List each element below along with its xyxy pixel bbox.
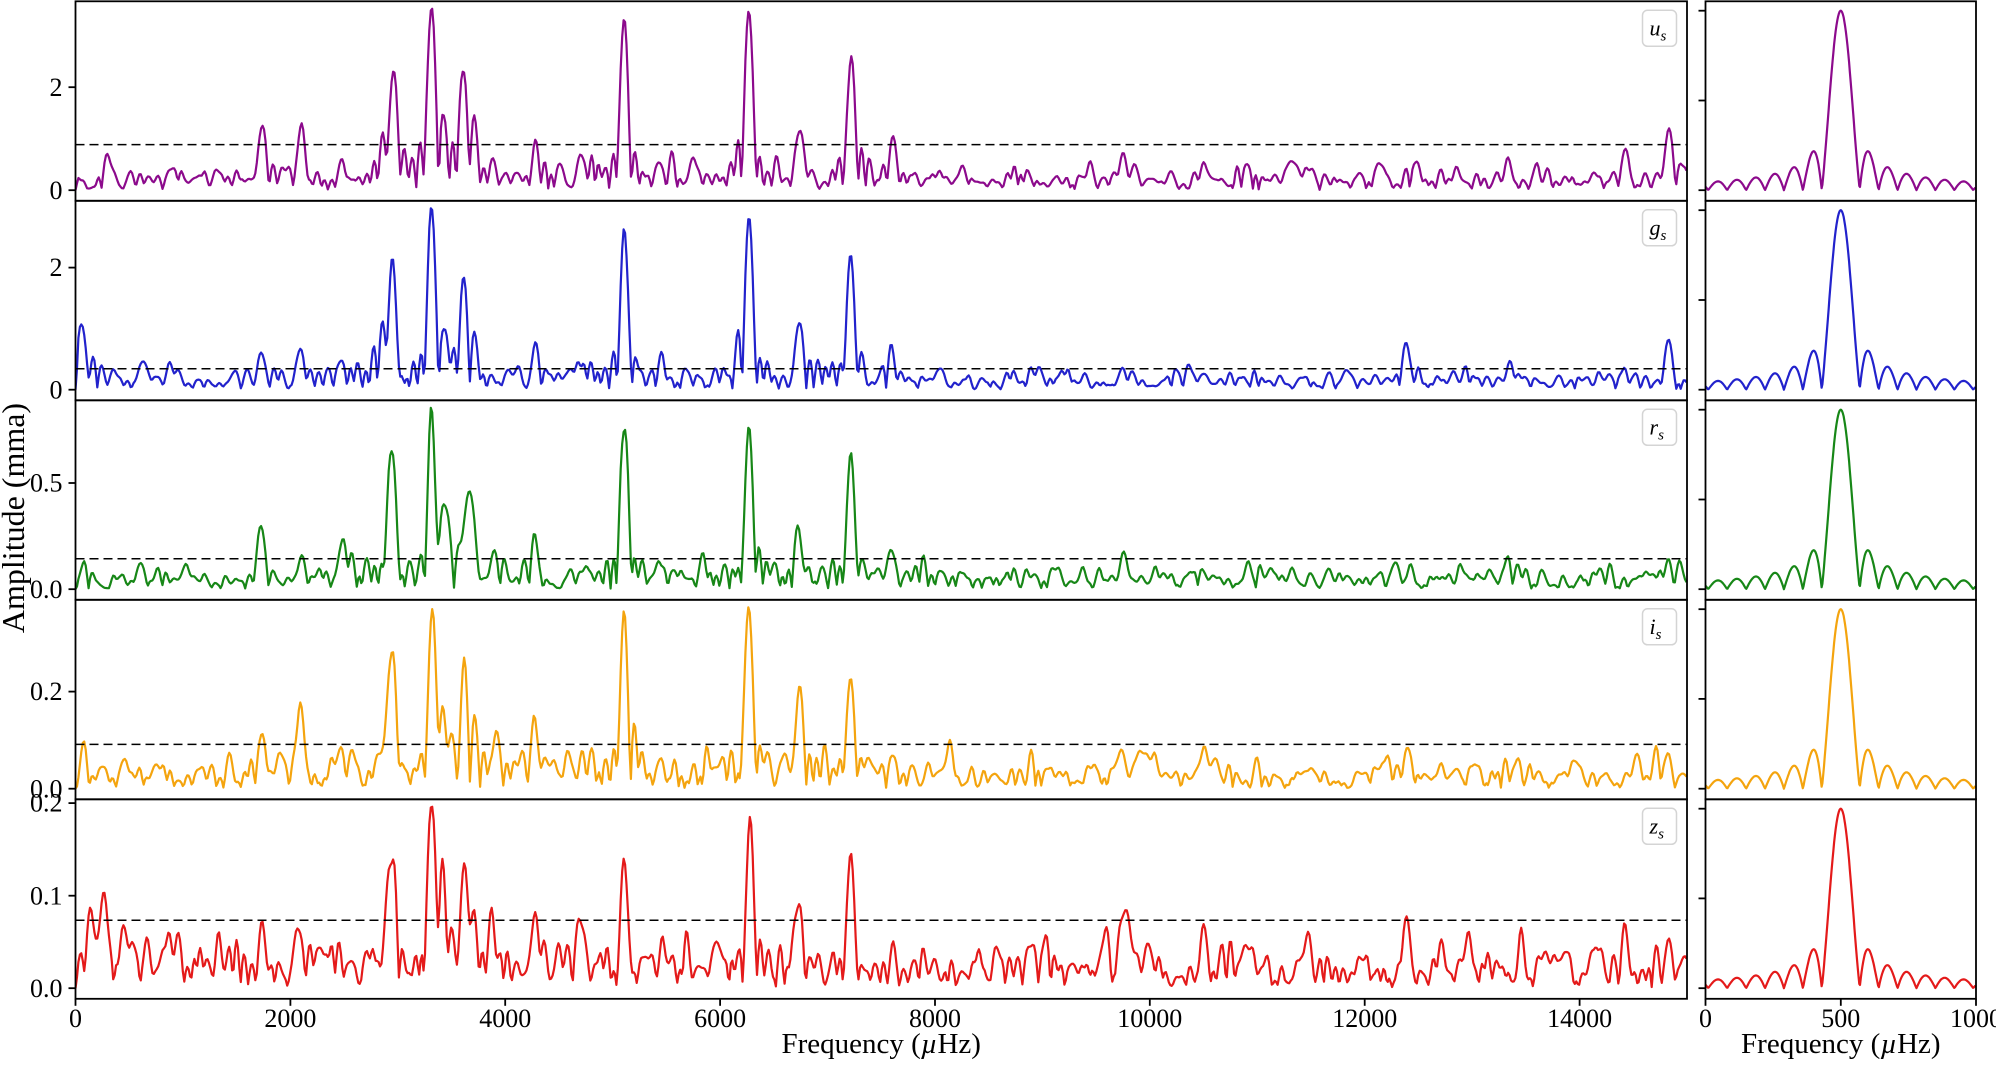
svg-text:4000: 4000: [479, 1004, 531, 1033]
svg-text:Frequency (µHz): Frequency (µHz): [1741, 1028, 1941, 1060]
svg-text:0: 0: [69, 1004, 82, 1033]
svg-text:0.2: 0.2: [30, 677, 63, 706]
svg-text:0.1: 0.1: [30, 881, 63, 910]
svg-text:0.0: 0.0: [30, 575, 63, 604]
svg-text:0.2: 0.2: [30, 789, 63, 818]
svg-text:12000: 12000: [1332, 1004, 1397, 1033]
svg-text:0.0: 0.0: [30, 974, 63, 1003]
svg-text:2: 2: [50, 73, 63, 102]
svg-text:0.0: 0.0: [30, 774, 63, 803]
svg-text:0.5: 0.5: [30, 469, 63, 498]
svg-text:6000: 6000: [694, 1004, 746, 1033]
svg-text:2: 2: [50, 253, 63, 282]
svg-text:500: 500: [1821, 1004, 1860, 1033]
svg-text:1000: 1000: [1950, 1004, 1996, 1033]
svg-text:Amplitude (mma): Amplitude (mma): [0, 403, 31, 633]
svg-text:10000: 10000: [1117, 1004, 1182, 1033]
svg-text:0: 0: [50, 176, 63, 205]
svg-text:Frequency (µHz): Frequency (µHz): [781, 1028, 981, 1060]
svg-text:0: 0: [1699, 1004, 1712, 1033]
svg-text:8000: 8000: [909, 1004, 961, 1033]
svg-text:2000: 2000: [264, 1004, 316, 1033]
svg-text:0: 0: [50, 375, 63, 404]
svg-text:14000: 14000: [1547, 1004, 1612, 1033]
